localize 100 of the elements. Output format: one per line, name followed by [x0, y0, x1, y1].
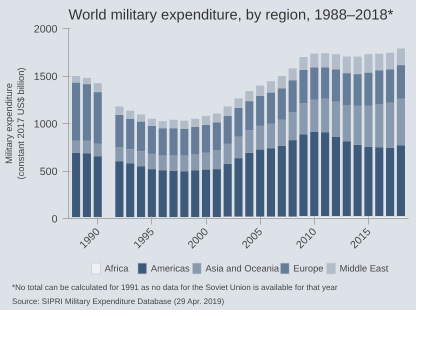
bar: [202, 116, 210, 125]
bar: [256, 150, 264, 217]
bar: [342, 56, 351, 74]
bar: [332, 54, 340, 70]
bar: [266, 92, 276, 124]
bar: [396, 65, 405, 99]
bar: [148, 126, 156, 154]
bar: [321, 132, 330, 216]
bar: [310, 67, 318, 100]
bar: [342, 142, 351, 216]
bar: [310, 132, 318, 216]
bar: [386, 102, 394, 148]
bar: [158, 121, 167, 128]
bar: [321, 67, 330, 99]
bar: [364, 146, 372, 216]
bar: [82, 140, 91, 154]
bar: [72, 152, 80, 218]
bar: [212, 114, 221, 123]
bar: [321, 98, 330, 133]
bar: [115, 162, 124, 218]
bar: [202, 152, 210, 170]
bar: [94, 156, 102, 218]
bar: [180, 128, 188, 156]
bar: [245, 130, 254, 153]
bar: [126, 110, 134, 119]
bar: [278, 146, 286, 217]
bar: [310, 100, 318, 132]
bar: [354, 106, 362, 145]
bar: [364, 72, 372, 106]
bar: [396, 145, 405, 216]
bar: [266, 148, 276, 217]
bar: [386, 52, 394, 70]
bar: [299, 57, 308, 70]
bar: [266, 124, 276, 148]
bar: [288, 80, 297, 112]
bar: [299, 103, 308, 134]
bar: [191, 170, 200, 218]
bar: [332, 136, 340, 216]
text: *No total can be calculated for 1991 as no data for the Soviet Union is available for that year: [12, 282, 338, 294]
bar: [212, 122, 221, 150]
bar: [72, 82, 80, 141]
bar: [212, 169, 221, 218]
bar: [299, 70, 308, 104]
bar: [169, 171, 178, 218]
bar: [354, 56, 362, 74]
bar: [288, 140, 297, 217]
legend-label: Africa: [104, 264, 130, 274]
bar: [169, 155, 178, 171]
legend-label: Asia and Oceania: [205, 264, 280, 274]
bar: [278, 76, 286, 88]
bar: [72, 140, 80, 153]
bar: [278, 120, 286, 146]
bar: [158, 128, 167, 156]
bar: [126, 149, 134, 164]
bar: [386, 148, 394, 216]
bar: [169, 120, 178, 128]
bar: [94, 92, 102, 144]
bar: [245, 152, 254, 217]
source-note: Source: SIPRI Military Expenditure Database (29 Apr. 2019): [12, 296, 224, 308]
bar: [180, 120, 188, 129]
bar: [82, 78, 91, 84]
y-tick-label: 2000: [34, 24, 58, 36]
bar: [354, 74, 362, 106]
bar: [136, 151, 146, 166]
bar: [136, 166, 146, 218]
bar: [202, 170, 210, 218]
bar: [234, 108, 243, 137]
y-tick-label: 500: [40, 166, 58, 178]
legend-label: Americas: [150, 264, 190, 274]
bar: [82, 84, 91, 141]
legend-label: Middle East: [340, 264, 389, 274]
bar: [364, 54, 372, 73]
bar: [342, 104, 351, 142]
bar: [256, 86, 264, 96]
bar: [386, 69, 394, 103]
bar: [224, 164, 232, 217]
bar: [332, 102, 340, 137]
bar: [169, 128, 178, 156]
bar: [148, 118, 156, 126]
bar: [115, 106, 124, 115]
legend-label: Europe: [293, 264, 324, 274]
bar: [148, 169, 156, 218]
bar: [288, 68, 297, 80]
bar: [94, 143, 102, 156]
y-tick-label: 1500: [34, 71, 58, 83]
y-tick-label: 0: [52, 214, 58, 226]
bar: [396, 48, 405, 66]
y-axis-title: Military expenditure (constant 2017 US$ billion): [4, 67, 26, 180]
bar: [224, 106, 232, 116]
bar: [266, 81, 276, 93]
bar: [288, 112, 297, 140]
bar: [245, 101, 254, 130]
bar: [212, 150, 221, 170]
bar: [354, 144, 362, 216]
bar: [180, 171, 188, 218]
bar: [224, 144, 232, 164]
bar: [94, 83, 102, 92]
bar: [332, 69, 340, 102]
bar: [158, 155, 167, 171]
bar: [72, 76, 80, 83]
